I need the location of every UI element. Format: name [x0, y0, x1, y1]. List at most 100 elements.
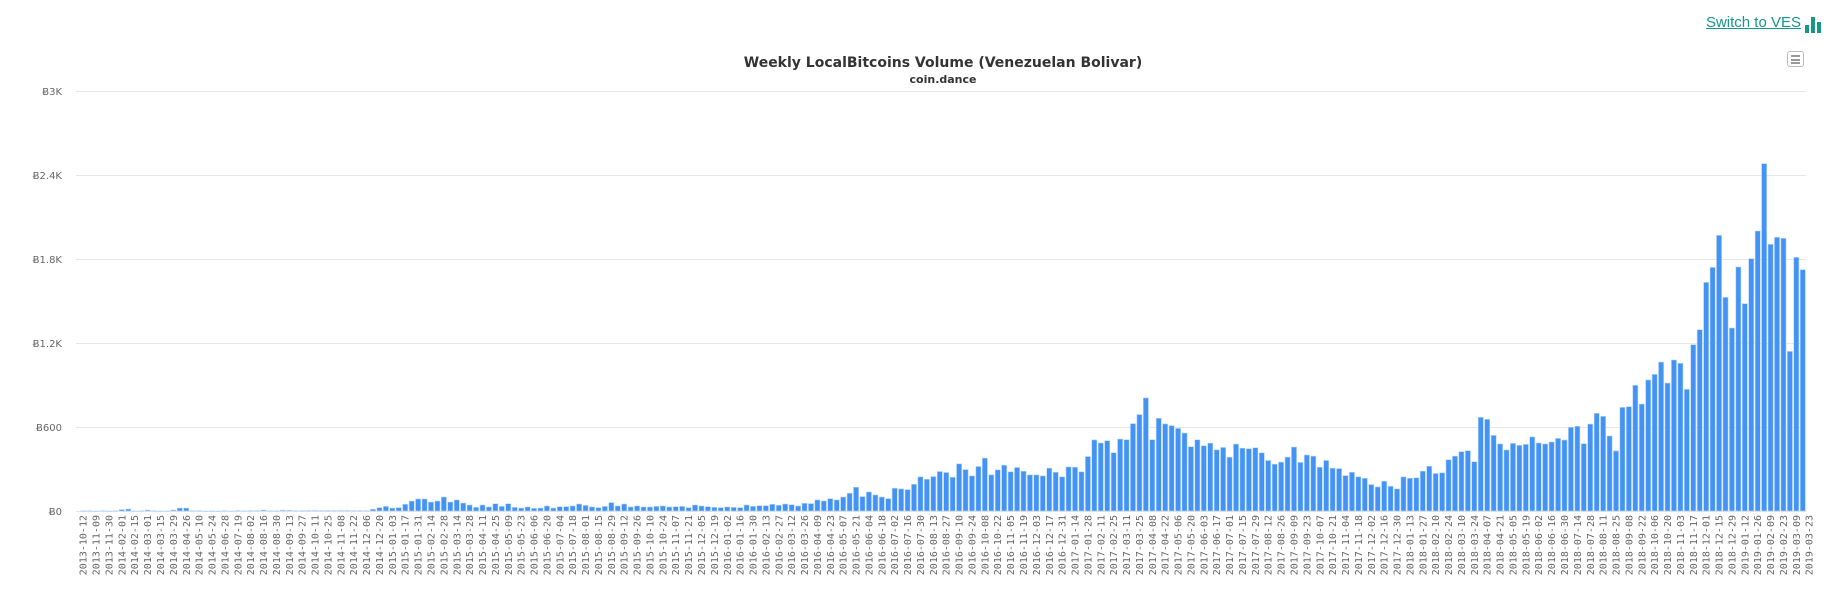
- bar[interactable]: [357, 510, 364, 512]
- bar[interactable]: [260, 509, 267, 512]
- bar[interactable]: [1510, 443, 1516, 512]
- bar[interactable]: [866, 491, 872, 512]
- bar[interactable]: [1329, 467, 1336, 512]
- bar[interactable]: [730, 507, 737, 512]
- bar[interactable]: [653, 506, 660, 512]
- bar[interactable]: [389, 507, 396, 512]
- bar[interactable]: [743, 504, 750, 512]
- bar[interactable]: [1548, 441, 1555, 512]
- bar[interactable]: [756, 505, 763, 512]
- bar[interactable]: [692, 504, 698, 512]
- bar[interactable]: [1091, 439, 1098, 512]
- bar[interactable]: [595, 507, 602, 512]
- bar[interactable]: [1516, 445, 1523, 512]
- bar[interactable]: [917, 476, 924, 512]
- bar[interactable]: [434, 500, 441, 512]
- bar[interactable]: [1059, 476, 1066, 512]
- bar[interactable]: [1310, 455, 1317, 512]
- bar[interactable]: [402, 503, 409, 512]
- bar[interactable]: [878, 496, 885, 512]
- bar[interactable]: [1709, 267, 1716, 512]
- bar[interactable]: [1374, 486, 1381, 512]
- bar[interactable]: [267, 510, 273, 512]
- bar[interactable]: [563, 506, 570, 512]
- bar[interactable]: [222, 510, 228, 512]
- bar[interactable]: [531, 508, 537, 512]
- bar[interactable]: [647, 506, 653, 512]
- bar[interactable]: [1529, 436, 1536, 512]
- bar[interactable]: [1123, 439, 1130, 512]
- bar[interactable]: [1181, 432, 1188, 512]
- bar[interactable]: [1400, 476, 1407, 512]
- bar[interactable]: [1304, 454, 1310, 512]
- bar[interactable]: [196, 510, 203, 512]
- bar[interactable]: [589, 506, 595, 512]
- bar[interactable]: [1407, 477, 1413, 512]
- bar[interactable]: [331, 510, 338, 512]
- bar[interactable]: [125, 508, 132, 512]
- bar[interactable]: [486, 506, 492, 512]
- bar[interactable]: [672, 506, 679, 512]
- bar[interactable]: [209, 510, 215, 512]
- bar[interactable]: [492, 503, 499, 512]
- bar[interactable]: [1239, 447, 1246, 512]
- bar[interactable]: [1265, 460, 1272, 512]
- bar[interactable]: [544, 505, 550, 512]
- bar[interactable]: [1355, 476, 1362, 512]
- bar[interactable]: [1001, 464, 1008, 512]
- bar[interactable]: [1729, 327, 1735, 512]
- bar[interactable]: [299, 510, 306, 512]
- bar[interactable]: [1027, 474, 1033, 512]
- bar[interactable]: [350, 510, 357, 512]
- bar[interactable]: [1503, 449, 1510, 512]
- bar[interactable]: [602, 506, 608, 512]
- bar[interactable]: [1696, 329, 1703, 512]
- bar[interactable]: [1477, 417, 1484, 512]
- bar[interactable]: [1130, 423, 1136, 512]
- bar[interactable]: [112, 510, 119, 512]
- bar[interactable]: [344, 510, 351, 512]
- bar[interactable]: [1387, 485, 1394, 512]
- bar[interactable]: [1220, 447, 1227, 512]
- bar[interactable]: [1439, 472, 1445, 512]
- bar[interactable]: [537, 507, 544, 512]
- bar[interactable]: [679, 506, 686, 512]
- bar[interactable]: [1039, 475, 1046, 512]
- bar[interactable]: [1007, 471, 1014, 512]
- bar[interactable]: [550, 507, 557, 512]
- bar[interactable]: [1323, 460, 1330, 512]
- bar[interactable]: [80, 510, 87, 512]
- bar[interactable]: [556, 506, 563, 512]
- bar[interactable]: [305, 510, 312, 512]
- bar[interactable]: [769, 503, 776, 512]
- bar[interactable]: [1626, 406, 1632, 512]
- bar[interactable]: [376, 507, 383, 512]
- bar[interactable]: [131, 510, 138, 512]
- bar[interactable]: [428, 501, 434, 512]
- bar[interactable]: [273, 510, 280, 512]
- bar[interactable]: [659, 505, 666, 512]
- bar[interactable]: [292, 510, 299, 512]
- bar[interactable]: [176, 507, 183, 512]
- bar[interactable]: [318, 510, 325, 512]
- bar[interactable]: [685, 507, 692, 512]
- bar[interactable]: [1252, 447, 1259, 512]
- bar[interactable]: [627, 506, 634, 512]
- bar[interactable]: [750, 506, 756, 512]
- bar[interactable]: [1142, 397, 1149, 512]
- bar[interactable]: [86, 510, 93, 512]
- bar[interactable]: [447, 501, 454, 512]
- bar[interactable]: [363, 510, 370, 512]
- bar[interactable]: [1194, 439, 1201, 512]
- bar[interactable]: [1632, 384, 1639, 512]
- bar[interactable]: [634, 505, 640, 512]
- bar[interactable]: [569, 505, 576, 512]
- bar[interactable]: [737, 507, 744, 512]
- bar[interactable]: [1484, 418, 1491, 512]
- bar[interactable]: [1793, 257, 1800, 512]
- bar[interactable]: [1213, 449, 1220, 512]
- bar[interactable]: [1613, 450, 1619, 512]
- bar[interactable]: [1155, 418, 1162, 512]
- bar[interactable]: [924, 478, 930, 512]
- bar[interactable]: [383, 506, 389, 512]
